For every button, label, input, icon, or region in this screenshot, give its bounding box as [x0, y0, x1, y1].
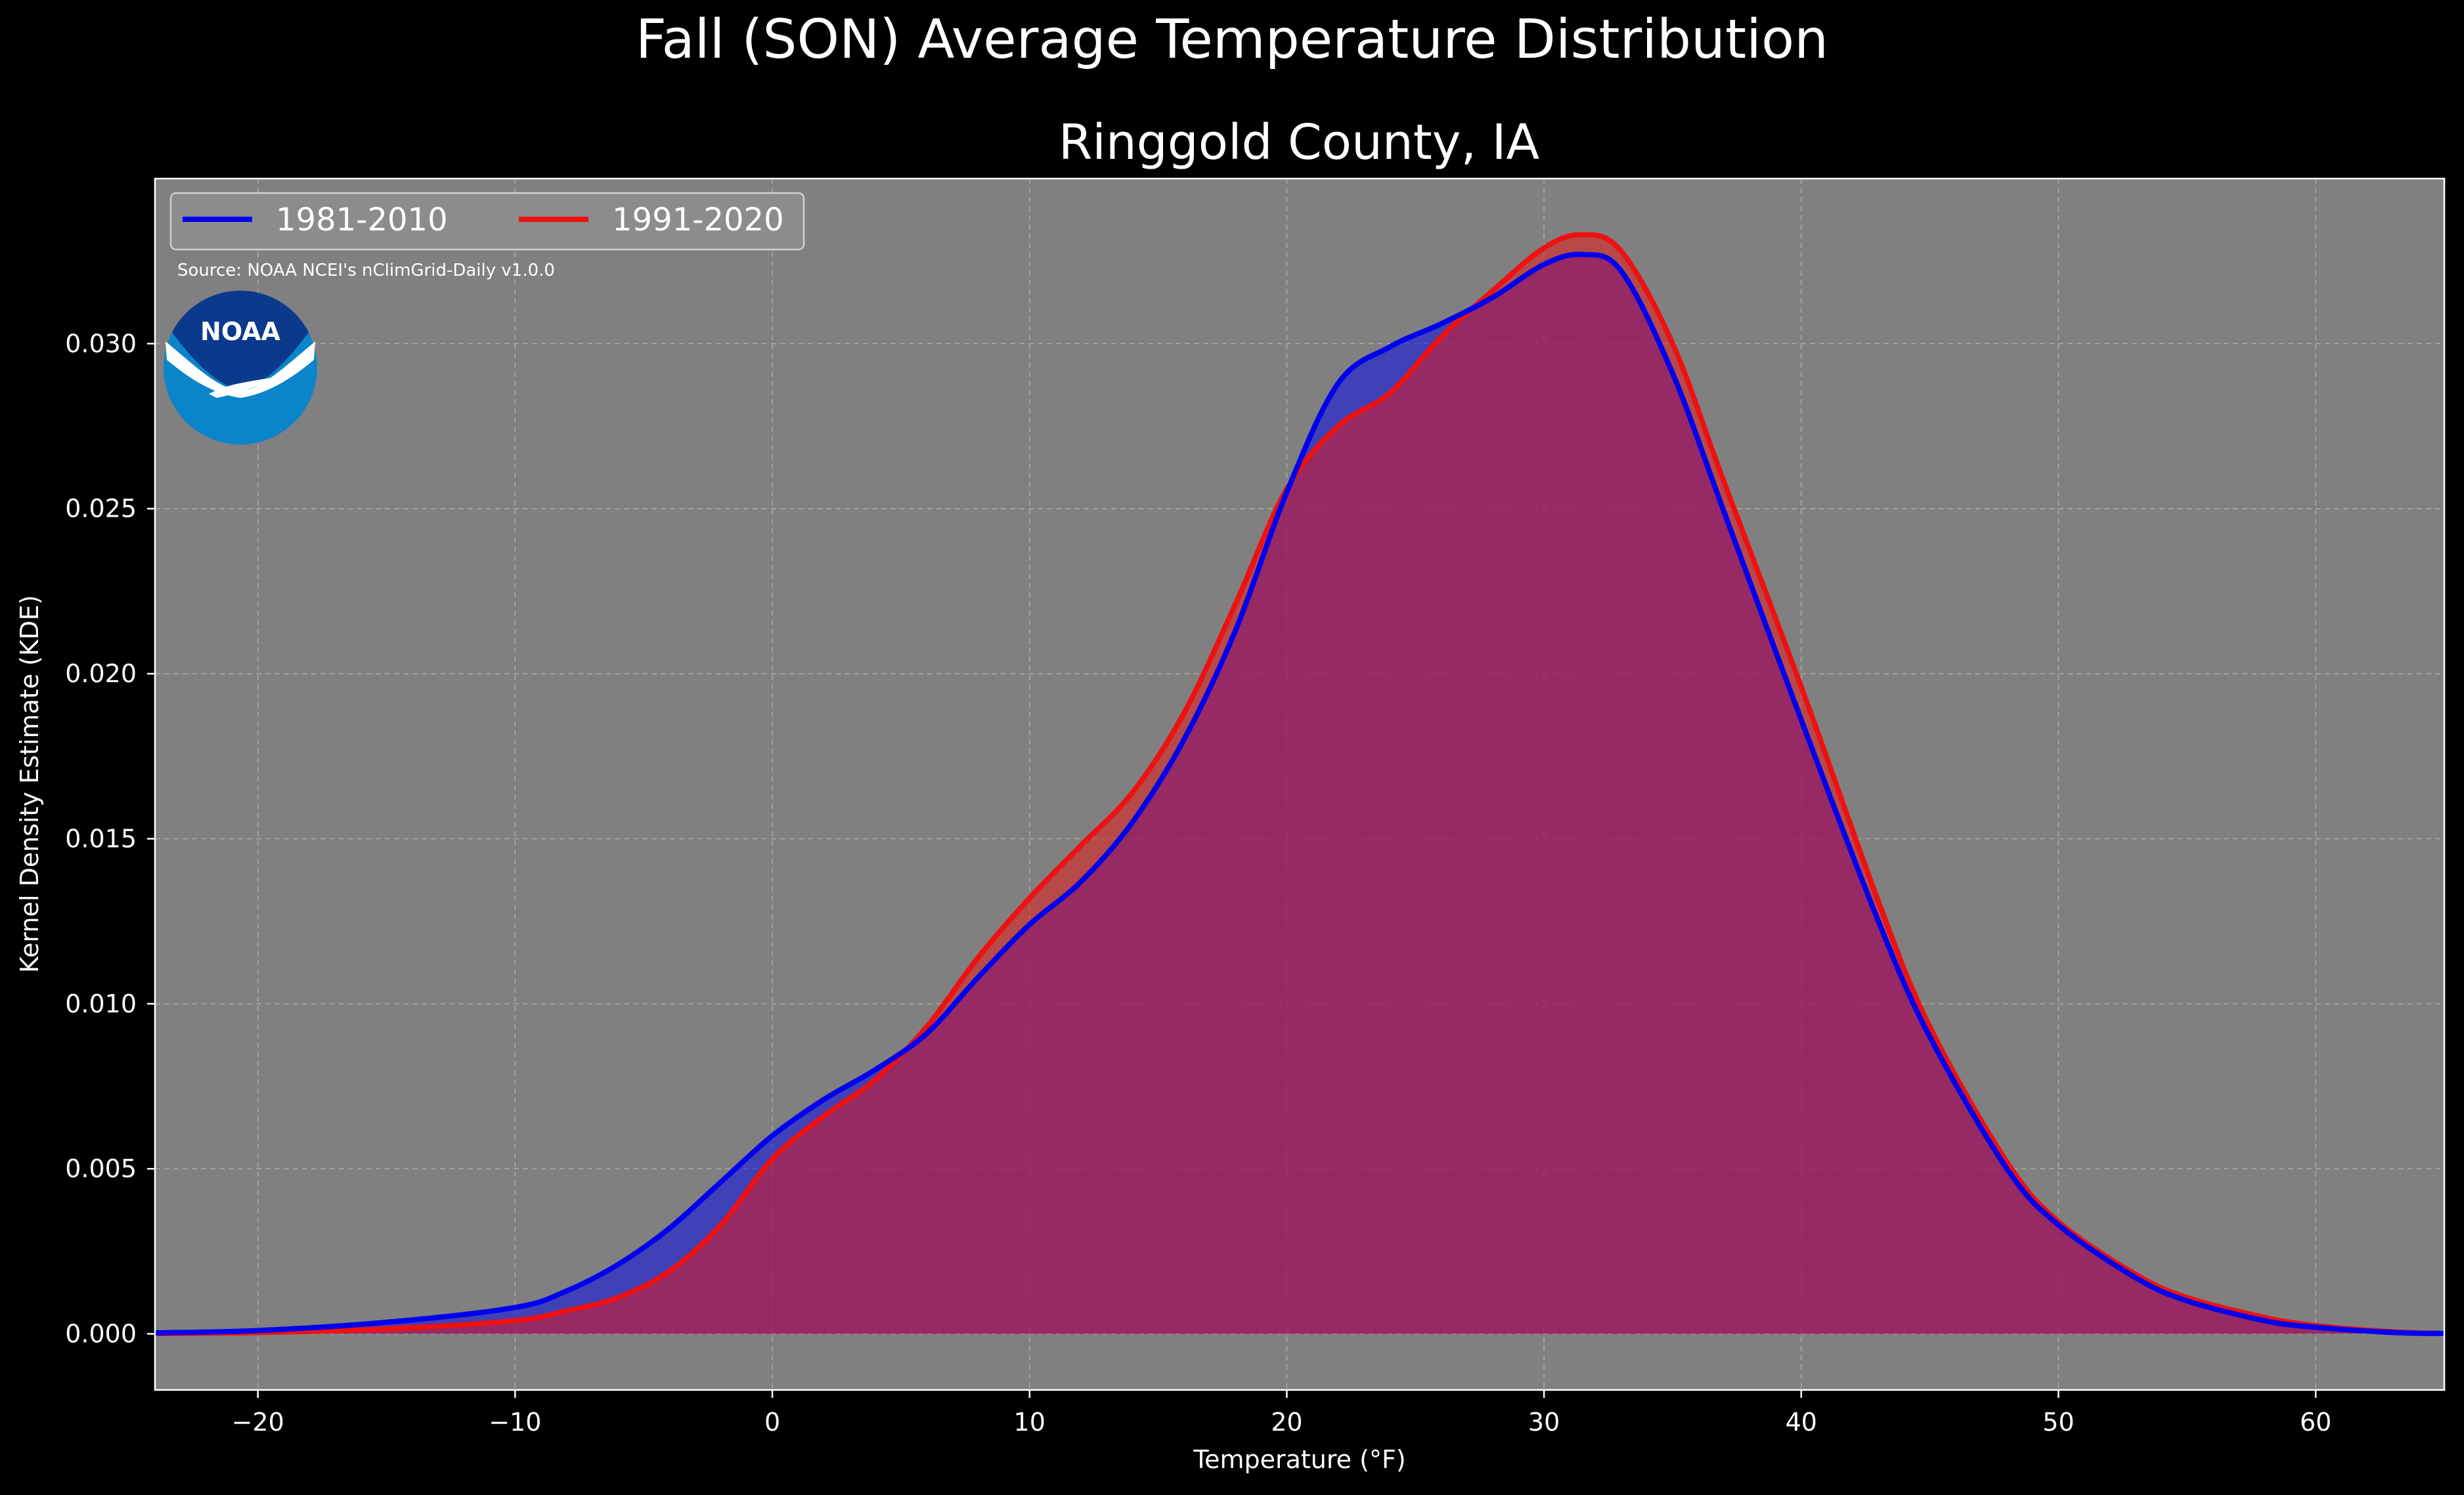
x-tick-label: 50 — [2042, 1408, 2074, 1437]
plot-frame — [154, 177, 2446, 1391]
chart-title: Fall (SON) Average Temperature Distribut… — [636, 9, 1828, 71]
series-1991-2020-fill — [155, 234, 2444, 1334]
chart-subtitle: Ringgold County, IA — [1059, 114, 1540, 171]
legend-box — [169, 192, 805, 251]
x-tick-label: −10 — [489, 1408, 541, 1437]
x-tick-label: 20 — [1271, 1408, 1302, 1437]
source-label: Source: NOAA NCEI's nClimGrid-Daily v1.0… — [177, 261, 555, 280]
x-tick-label: 60 — [2300, 1408, 2331, 1437]
y-tick-label: 0.030 — [65, 329, 137, 358]
noaa-logo-gull — [209, 377, 276, 398]
x-axis: −20 −10 0 10 20 30 40 50 60 — [232, 1390, 2331, 1437]
y-tick-label: 0.000 — [65, 1320, 137, 1349]
x-tick-label: 10 — [1014, 1408, 1045, 1437]
legend-label-1981-2010: 1981-2010 — [276, 202, 448, 238]
series-1991-2020-line — [155, 232, 2444, 1336]
x-tick-label: 30 — [1528, 1408, 1560, 1437]
y-tick-label: 0.005 — [65, 1154, 137, 1183]
x-tick-label: 40 — [1786, 1408, 1817, 1437]
y-axis-label: Kernel Density Estimate (KDE) — [15, 595, 44, 973]
noaa-logo: NOAA — [164, 290, 317, 444]
series-1981-2010-line — [155, 251, 2444, 1336]
x-tick-label: −20 — [232, 1408, 284, 1437]
noaa-logo-white-bird — [165, 341, 315, 398]
noaa-logo-dark-dome — [172, 290, 309, 391]
legend: 1981-2010 1991-2020 — [169, 192, 805, 251]
noaa-logo-text: NOAA — [200, 317, 280, 346]
y-tick-label: 0.010 — [65, 989, 137, 1018]
x-axis-label: Temperature (°F) — [1193, 1445, 1405, 1474]
legend-label-1991-2020: 1991-2020 — [612, 202, 784, 238]
y-axis: 0.000 0.005 0.010 0.015 0.020 0.025 0.030 — [65, 329, 155, 1349]
x-tick-label: 0 — [764, 1408, 780, 1437]
y-tick-label: 0.025 — [65, 494, 137, 523]
y-tick-label: 0.020 — [65, 659, 137, 688]
y-tick-label: 0.015 — [65, 824, 137, 853]
